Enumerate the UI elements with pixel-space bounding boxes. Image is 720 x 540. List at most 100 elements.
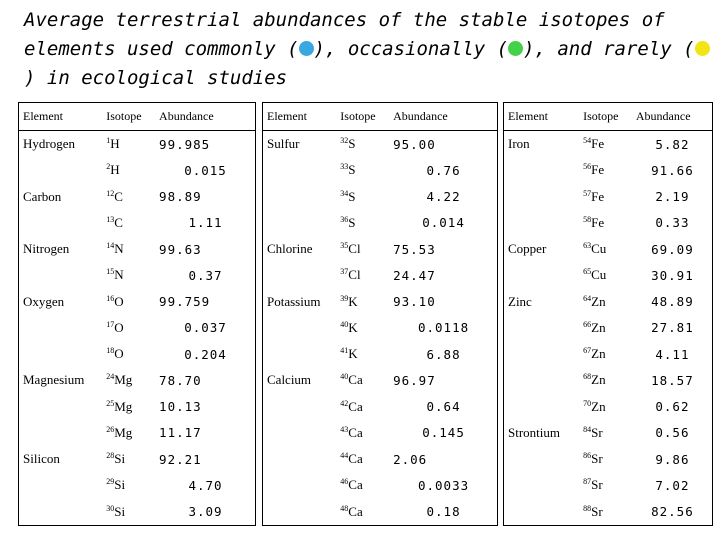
table-row: 40K 0.0118 bbox=[262, 314, 499, 341]
isotope-symbol: N bbox=[114, 241, 124, 257]
abundance-value: 0.18 bbox=[390, 498, 499, 526]
isotope-cell: 86Sr bbox=[579, 446, 633, 472]
abundance-value: 30.91 bbox=[632, 262, 713, 289]
element-name: Iron bbox=[503, 130, 580, 158]
abundance-value: 78.70 bbox=[156, 367, 257, 394]
table-row: Strontium 84Sr 0.56 bbox=[503, 419, 713, 446]
abundance-value: 0.145 bbox=[390, 419, 499, 446]
abundance-value: 98.89 bbox=[156, 183, 257, 210]
table-row: 37Cl 24.47 bbox=[262, 262, 499, 289]
abundance-value: 99.759 bbox=[156, 288, 257, 315]
isotope-cell: 25Mg bbox=[102, 394, 156, 420]
isotope-symbol: Ca bbox=[348, 424, 363, 440]
element-name bbox=[18, 209, 103, 236]
table-row: 17O 0.037 bbox=[18, 314, 257, 341]
isotope-cell: 16O bbox=[102, 289, 156, 315]
isotope-cell: 63Cu bbox=[579, 236, 633, 262]
isotope-cell: 40Ca bbox=[336, 367, 390, 393]
isotope-cell: 35Cl bbox=[336, 236, 390, 262]
mass-number: 14 bbox=[106, 241, 115, 251]
page-title: Average terrestrial abundances of the st… bbox=[24, 6, 714, 93]
element-name bbox=[503, 446, 580, 473]
isotope-symbol: Si bbox=[114, 477, 126, 493]
mass-number: 16 bbox=[106, 293, 115, 303]
abundance-value: 18.57 bbox=[632, 367, 713, 394]
element-name bbox=[262, 262, 337, 289]
abundance-value: 0.037 bbox=[156, 314, 257, 341]
mass-number: 33 bbox=[340, 162, 349, 172]
column-header-abundance: Abundance bbox=[390, 102, 499, 131]
column-header-abundance: Abundance bbox=[632, 102, 713, 131]
isotope-symbol: Mg bbox=[114, 424, 133, 440]
mass-number: 35 bbox=[340, 241, 349, 251]
abundance-value: 0.37 bbox=[156, 262, 257, 289]
table-row: Iron 54Fe 5.82 bbox=[503, 130, 713, 158]
isotope-symbol: Zn bbox=[591, 293, 606, 309]
isotope-cell: 29Si bbox=[102, 472, 156, 498]
isotope-cell: 34S bbox=[336, 184, 390, 210]
header-row: Element Isotope Abundance bbox=[503, 102, 713, 131]
element-name bbox=[503, 341, 580, 368]
element-name: Sulfur bbox=[262, 130, 337, 158]
mass-number: 64 bbox=[583, 293, 592, 303]
mass-number: 70 bbox=[583, 398, 592, 408]
element-name bbox=[262, 419, 337, 446]
abundance-value: 0.64 bbox=[390, 393, 499, 420]
isotope-cell: 41K bbox=[336, 341, 390, 367]
isotope-cell: 17O bbox=[102, 315, 156, 341]
table-row: Zinc 64Zn 48.89 bbox=[503, 288, 713, 315]
table-row: 2H 0.015 bbox=[18, 157, 257, 184]
abundance-value: 0.014 bbox=[390, 209, 499, 236]
table-row: 26Mg 11.17 bbox=[18, 419, 257, 446]
element-name bbox=[18, 157, 103, 184]
element-name: Calcium bbox=[262, 367, 337, 394]
isotope-symbol: K bbox=[348, 346, 358, 362]
mass-number: 44 bbox=[340, 451, 349, 461]
table-row: 41K 6.88 bbox=[262, 341, 499, 368]
table-row: 18O 0.204 bbox=[18, 341, 257, 368]
abundance-value: 92.21 bbox=[156, 446, 257, 473]
abundance-value: 99.63 bbox=[156, 236, 257, 263]
element-name: Magnesium bbox=[18, 367, 103, 394]
element-name bbox=[262, 446, 337, 473]
mass-number: 2 bbox=[106, 162, 111, 172]
isotope-cell: 43Ca bbox=[336, 420, 390, 446]
mass-number: 24 bbox=[106, 372, 115, 382]
element-name: Nitrogen bbox=[18, 236, 103, 263]
isotope-symbol: C bbox=[114, 188, 123, 204]
table-row: Hydrogen 1H 99.985 bbox=[18, 130, 257, 158]
mass-number: 32 bbox=[340, 136, 349, 146]
mass-number: 54 bbox=[583, 136, 592, 146]
column-header-element: Element bbox=[262, 102, 337, 131]
mass-number: 34 bbox=[340, 188, 349, 198]
abundance-value: 48.89 bbox=[632, 288, 713, 315]
table-row: 13C 1.11 bbox=[18, 209, 257, 236]
table-row: 88Sr 82.56 bbox=[503, 498, 713, 526]
isotope-symbol: Zn bbox=[591, 372, 606, 388]
isotope-cell: 46Ca bbox=[336, 472, 390, 498]
abundance-value: 2.06 bbox=[390, 446, 499, 473]
isotope-symbol: S bbox=[348, 136, 356, 152]
isotope-symbol: K bbox=[348, 319, 358, 335]
table-row: 46Ca 0.0033 bbox=[262, 472, 499, 499]
element-name bbox=[503, 367, 580, 394]
isotope-symbol: H bbox=[110, 136, 120, 152]
mass-number: 28 bbox=[106, 451, 115, 461]
mass-number: 48 bbox=[340, 503, 349, 513]
isotope-symbol: Fe bbox=[591, 136, 605, 152]
isotope-symbol: Cu bbox=[591, 267, 607, 283]
element-name bbox=[503, 157, 580, 184]
abundance-value: 2.19 bbox=[632, 183, 713, 210]
table-row: 87Sr 7.02 bbox=[503, 472, 713, 499]
isotope-cell: 87Sr bbox=[579, 472, 633, 498]
isotope-cell: 54Fe bbox=[579, 131, 633, 158]
table-row: 66Zn 27.81 bbox=[503, 314, 713, 341]
abundance-value: 0.33 bbox=[632, 209, 713, 236]
isotope-cell: 14N bbox=[102, 236, 156, 262]
element-name bbox=[18, 314, 103, 341]
header-row: Element Isotope Abundance bbox=[262, 102, 499, 131]
column-header-isotope: Isotope bbox=[579, 102, 633, 131]
element-name bbox=[262, 314, 337, 341]
isotope-symbol: Sr bbox=[591, 451, 603, 467]
abundance-value: 0.62 bbox=[632, 393, 713, 420]
